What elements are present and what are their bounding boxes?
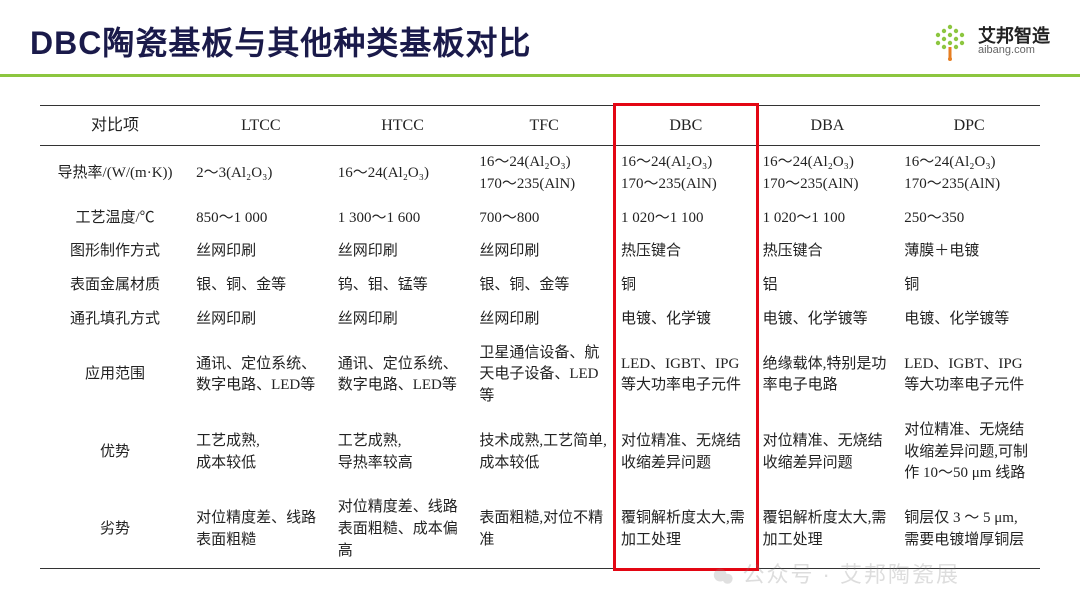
table-cell: 16～24(Al₂O₃)170～235(AlN) [615,146,757,202]
table-cell: 对位精准、无烧结收缩差异问题,可制作 10～50 μm 线路 [898,414,1040,491]
table-header-row: 对比项 LTCC HTCC TFC DBC DBA DPC [40,106,1040,146]
table-row: 图形制作方式丝网印刷丝网印刷丝网印刷热压键合热压键合薄膜＋电镀 [40,235,1040,269]
table-cell: 丝网印刷 [473,235,615,269]
col-header: HTCC [332,106,474,146]
row-label: 优势 [40,414,190,491]
table-cell: 铜层仅 3 ～ 5 μm, 需要电镀增厚铜层 [898,491,1040,569]
table-cell: 电镀、化学镀等 [757,303,899,337]
table-cell: 1 020～1 100 [615,202,757,236]
table-cell: 钨、钼、锰等 [332,269,474,303]
logo-en: aibang.com [978,45,1050,56]
page-title: DBC陶瓷基板与其他种类基板对比 [30,18,531,64]
table-cell: 工艺成熟,成本较低 [190,414,332,491]
table-cell: 16～24(Al₂O₃)170～235(AlN) [473,146,615,202]
table-cell: 技术成熟,工艺简单,成本较低 [473,414,615,491]
table-cell: 铜 [898,269,1040,303]
table-cell: 对位精度差、线路表面粗糙 [190,491,332,569]
col-header: 对比项 [40,106,190,146]
logo-icon [930,21,970,61]
table-cell: 对位精度差、线路表面粗糙、成本偏高 [332,491,474,569]
comparison-table: 对比项 LTCC HTCC TFC DBC DBA DPC 导热率/(W/(m·… [40,105,1040,569]
row-label: 导热率/(W/(m·K)) [40,146,190,202]
table-cell: 覆铜解析度太大,需加工处理 [615,491,757,569]
table-cell: 铝 [757,269,899,303]
table-row: 劣势对位精度差、线路表面粗糙对位精度差、线路表面粗糙、成本偏高表面粗糙,对位不精… [40,491,1040,569]
table-row: 表面金属材质银、铜、金等钨、钼、锰等银、铜、金等铜铝铜 [40,269,1040,303]
table-cell: 250～350 [898,202,1040,236]
table-cell: 电镀、化学镀等 [898,303,1040,337]
table-row: 导热率/(W/(m·K))2～3(Al₂O₃)16～24(Al₂O₃)16～24… [40,146,1040,202]
table-cell: 热压键合 [757,235,899,269]
table-cell: 16～24(Al₂O₃) [332,146,474,202]
table-cell: 卫星通信设备、航天电子设备、LED 等 [473,337,615,414]
col-header: DBC [615,106,757,146]
table-cell: 16～24(Al₂O₃)170～235(AlN) [757,146,899,202]
table-row: 通孔填孔方式丝网印刷丝网印刷丝网印刷电镀、化学镀电镀、化学镀等电镀、化学镀等 [40,303,1040,337]
table-cell: 丝网印刷 [332,235,474,269]
table-cell: LED、IGBT、IPG等大功率电子元件 [898,337,1040,414]
table-cell: 对位精准、无烧结收缩差异问题 [615,414,757,491]
row-label: 图形制作方式 [40,235,190,269]
table-cell: 工艺成熟,导热率较高 [332,414,474,491]
table-cell: 覆铝解析度太大,需加工处理 [757,491,899,569]
row-label: 应用范围 [40,337,190,414]
table-cell: 丝网印刷 [190,303,332,337]
table-cell: 1 020～1 100 [757,202,899,236]
table-cell: 银、铜、金等 [190,269,332,303]
table-cell: 通讯、定位系统、数字电路、LED等 [190,337,332,414]
table-cell: 薄膜＋电镀 [898,235,1040,269]
table-cell: 铜 [615,269,757,303]
col-header: TFC [473,106,615,146]
row-label: 工艺温度/℃ [40,202,190,236]
table-cell: 绝缘载体,特别是功率电子电路 [757,337,899,414]
table-cell: 电镀、化学镀 [615,303,757,337]
table-cell: 850～1 000 [190,202,332,236]
table-cell: 通讯、定位系统、数字电路、LED等 [332,337,474,414]
table-cell: 丝网印刷 [332,303,474,337]
table-row: 工艺温度/℃850～1 0001 300～1 600700～8001 020～1… [40,202,1040,236]
table-cell: 表面粗糙,对位不精准 [473,491,615,569]
table-cell: 热压键合 [615,235,757,269]
row-label: 劣势 [40,491,190,569]
col-header: DBA [757,106,899,146]
brand-logo: 艾邦智造 aibang.com [930,21,1050,61]
col-header: LTCC [190,106,332,146]
header: DBC陶瓷基板与其他种类基板对比 艾邦智造 aibang.com [0,0,1080,74]
table-cell: LED、IGBT、IPG等大功率电子元件 [615,337,757,414]
table-container: 对比项 LTCC HTCC TFC DBC DBA DPC 导热率/(W/(m·… [0,77,1080,569]
table-cell: 700～800 [473,202,615,236]
table-cell: 1 300～1 600 [332,202,474,236]
logo-cn: 艾邦智造 [978,27,1050,45]
table-cell: 对位精准、无烧结收缩差异问题 [757,414,899,491]
table-cell: 银、铜、金等 [473,269,615,303]
table-cell: 2～3(Al₂O₃) [190,146,332,202]
row-label: 表面金属材质 [40,269,190,303]
logo-text: 艾邦智造 aibang.com [978,27,1050,56]
table-cell: 丝网印刷 [473,303,615,337]
col-header: DPC [898,106,1040,146]
row-label: 通孔填孔方式 [40,303,190,337]
table-row: 优势工艺成熟,成本较低工艺成熟,导热率较高技术成熟,工艺简单,成本较低对位精准、… [40,414,1040,491]
table-cell: 丝网印刷 [190,235,332,269]
table-row: 应用范围通讯、定位系统、数字电路、LED等通讯、定位系统、数字电路、LED等卫星… [40,337,1040,414]
table-cell: 16～24(Al₂O₃)170～235(AlN) [898,146,1040,202]
